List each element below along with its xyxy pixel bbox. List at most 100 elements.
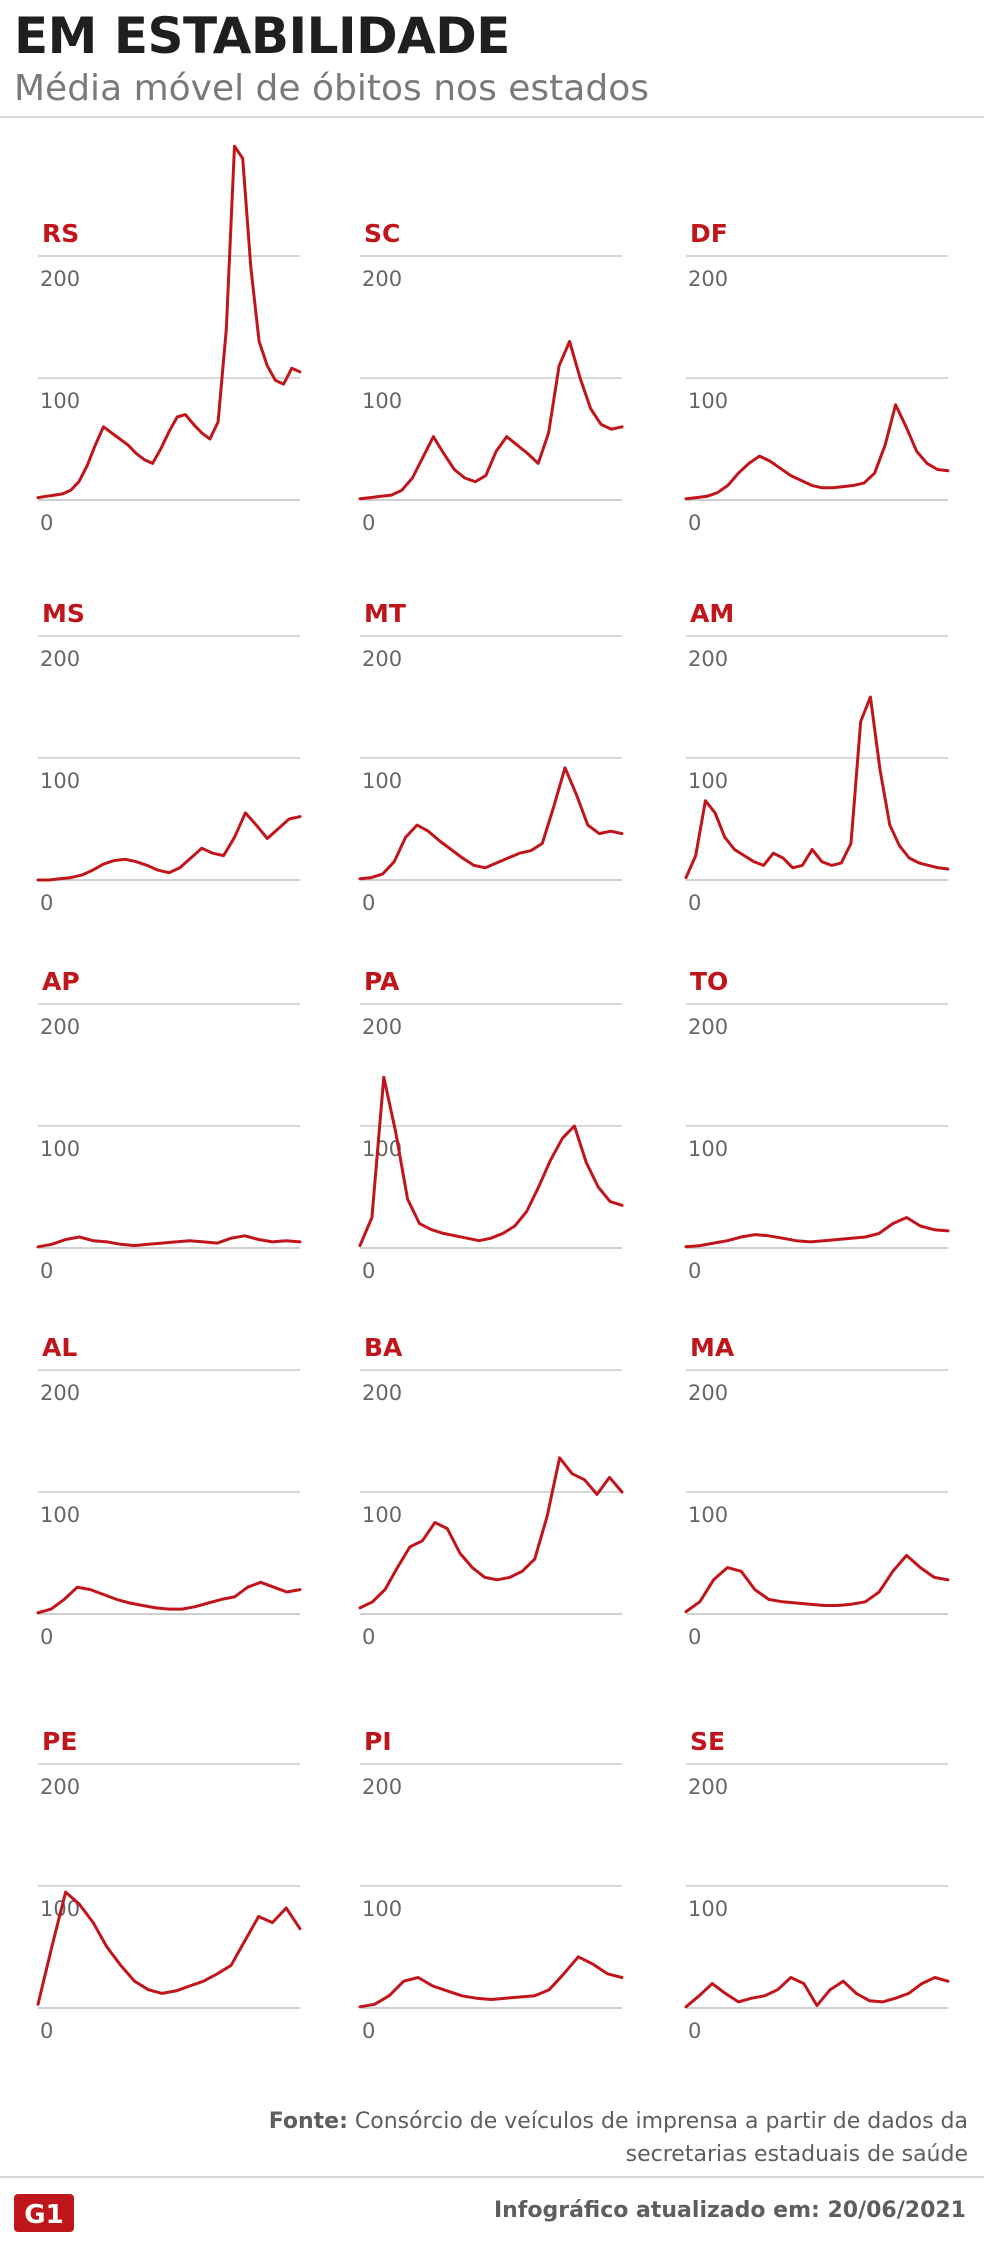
tick-label-200: 200 — [688, 1775, 728, 1799]
tick-label-200: 200 — [688, 647, 728, 671]
series-line-rs — [36, 144, 302, 500]
state-label-sc: SC — [364, 219, 400, 248]
tick-label-0: 0 — [688, 511, 701, 535]
series-line-mt — [358, 766, 624, 881]
tick-label-0: 0 — [688, 891, 701, 915]
state-chart-se: 0 100 200 SE — [684, 1727, 950, 2043]
series-line-se — [684, 1976, 950, 2009]
state-label-to: TO — [690, 967, 728, 996]
tick-label-100: 100 — [40, 769, 80, 793]
series-line-am — [684, 695, 950, 880]
source-note: Fonte: Consórcio de veículos de imprensa… — [268, 2105, 968, 2171]
series-line-al — [36, 1580, 302, 1615]
state-label-rs: RS — [42, 219, 79, 248]
tick-label-100: 100 — [40, 1503, 80, 1527]
tick-label-0: 0 — [40, 2019, 53, 2043]
state-chart-sc: 0 100 200 SC — [358, 219, 624, 535]
series-line-pe — [36, 1890, 302, 2006]
updated-date: Infográfico atualizado em: 20/06/2021 — [493, 2198, 966, 2223]
page-title: EM ESTABILIDADE — [14, 7, 510, 65]
footer-divider — [0, 2176, 984, 2178]
tick-label-200: 200 — [40, 647, 80, 671]
state-chart-rs: 0 100 200 RS — [36, 144, 302, 535]
tick-label-100: 100 — [362, 1503, 402, 1527]
logo-text: G1 — [24, 2200, 63, 2230]
header-divider — [0, 116, 984, 118]
state-label-pe: PE — [42, 1727, 77, 1756]
tick-label-200: 200 — [40, 1381, 80, 1405]
state-chart-ms: 0 100 200 MS — [36, 599, 302, 915]
tick-label-100: 100 — [688, 1503, 728, 1527]
series-line-ma — [684, 1553, 950, 1614]
tick-label-100: 100 — [688, 1137, 728, 1161]
page-subtitle: Média móvel de óbitos nos estados — [14, 68, 649, 109]
state-label-ms: MS — [42, 599, 85, 628]
state-chart-al: 0 100 200 AL — [36, 1333, 302, 1649]
tick-label-100: 100 — [40, 389, 80, 413]
series-line-to — [684, 1216, 950, 1249]
state-chart-to: 0 100 200 TO — [684, 967, 950, 1283]
state-label-al: AL — [42, 1333, 77, 1362]
tick-label-200: 200 — [40, 1775, 80, 1799]
series-line-df — [684, 403, 950, 501]
source-label: Fonte: — [268, 2109, 348, 2134]
state-label-pi: PI — [364, 1727, 392, 1756]
series-line-sc — [358, 339, 624, 501]
tick-label-0: 0 — [40, 891, 53, 915]
tick-label-100: 100 — [40, 1137, 80, 1161]
tick-label-200: 200 — [362, 1015, 402, 1039]
state-label-ma: MA — [690, 1333, 735, 1362]
state-chart-pi: 0 100 200 PI — [358, 1727, 624, 2043]
tick-label-0: 0 — [362, 891, 375, 915]
state-chart-df: 0 100 200 DF — [684, 219, 950, 535]
tick-label-100: 100 — [688, 1897, 728, 1921]
tick-label-100: 100 — [688, 769, 728, 793]
tick-label-0: 0 — [688, 1625, 701, 1649]
tick-label-0: 0 — [40, 511, 53, 535]
state-chart-ma: 0 100 200 MA — [684, 1333, 950, 1649]
series-line-ba — [358, 1456, 624, 1610]
state-label-mt: MT — [364, 599, 406, 628]
state-label-pa: PA — [364, 967, 400, 996]
tick-label-0: 0 — [688, 2019, 701, 2043]
tick-label-100: 100 — [362, 1897, 402, 1921]
state-label-df: DF — [690, 219, 728, 248]
tick-label-100: 100 — [362, 389, 402, 413]
tick-label-200: 200 — [40, 267, 80, 291]
g1-logo-icon: G1 — [14, 2194, 74, 2232]
tick-label-0: 0 — [362, 1259, 375, 1283]
state-label-ap: AP — [42, 967, 80, 996]
tick-label-200: 200 — [362, 647, 402, 671]
tick-label-200: 200 — [362, 1775, 402, 1799]
series-line-pi — [358, 1955, 624, 2009]
state-label-ba: BA — [364, 1333, 403, 1362]
state-chart-am: 0 100 200 AM — [684, 599, 950, 915]
state-label-am: AM — [690, 599, 734, 628]
state-chart-pa: 0 100 200 PA — [358, 967, 624, 1283]
tick-label-200: 200 — [362, 267, 402, 291]
tick-label-200: 200 — [688, 1381, 728, 1405]
tick-label-0: 0 — [40, 1625, 53, 1649]
tick-label-100: 100 — [362, 1137, 402, 1161]
series-line-ap — [36, 1234, 302, 1249]
tick-label-0: 0 — [40, 1259, 53, 1283]
tick-label-100: 100 — [362, 769, 402, 793]
tick-label-0: 0 — [688, 1259, 701, 1283]
tick-label-200: 200 — [40, 1015, 80, 1039]
state-chart-mt: 0 100 200 MT — [358, 599, 624, 915]
tick-label-200: 200 — [688, 1015, 728, 1039]
tick-label-0: 0 — [362, 1625, 375, 1649]
state-label-se: SE — [690, 1727, 725, 1756]
tick-label-0: 0 — [362, 2019, 375, 2043]
tick-label-100: 100 — [688, 389, 728, 413]
state-chart-ba: 0 100 200 BA — [358, 1333, 624, 1649]
series-line-pa — [358, 1075, 624, 1248]
tick-label-0: 0 — [362, 511, 375, 535]
tick-label-200: 200 — [688, 267, 728, 291]
state-chart-ap: 0 100 200 AP — [36, 967, 302, 1283]
tick-label-200: 200 — [362, 1381, 402, 1405]
source-text: Consórcio de veículos de imprensa a part… — [354, 2109, 968, 2167]
series-line-ms — [36, 811, 302, 882]
